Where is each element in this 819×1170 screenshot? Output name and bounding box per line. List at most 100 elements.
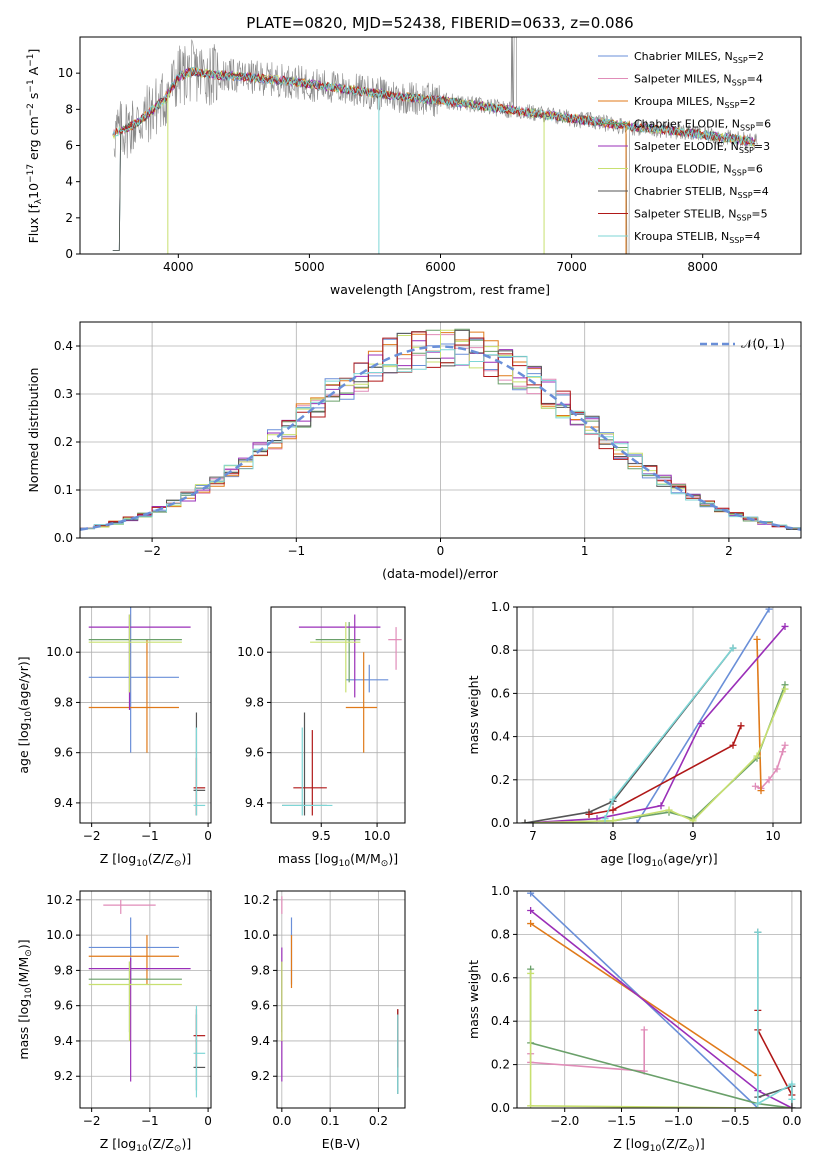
y-tick-label: 0.4 — [54, 339, 73, 353]
y-tick-label: 9.4 — [245, 796, 264, 810]
y-tick-label: 10.0 — [243, 928, 270, 942]
axes-frame — [270, 606, 406, 824]
axes-frame — [79, 890, 212, 1109]
x-tick-label: 9 — [689, 829, 697, 843]
y-tick-label: 9.8 — [251, 963, 270, 977]
weight-line — [588, 725, 742, 816]
label-text: age [log — [600, 851, 651, 866]
spectrum-plot — [112, 37, 758, 254]
y-axis-label: mass weight — [466, 675, 481, 754]
age-vs-mass-panel: 9.5 10.0 9.4 9.6 9.8 10.0 mass [log10(M/M⊙)] — [237, 606, 406, 869]
weight-line — [757, 932, 793, 1106]
weight-marker — [753, 635, 761, 643]
panel-data — [527, 891, 796, 1108]
x-tick-label: 2 — [725, 544, 733, 558]
legend-subscript: SSP — [740, 124, 755, 133]
weight-marker — [609, 806, 617, 814]
x-tick-label: −1 — [141, 829, 159, 843]
panel-data — [281, 896, 399, 1094]
label-subscript: 10 — [136, 1144, 148, 1154]
weight-marker — [665, 806, 673, 814]
x-tick-label: −1 — [141, 1114, 159, 1128]
x-tick-label: −1.0 — [664, 1114, 693, 1128]
weight-marker — [640, 1026, 648, 1034]
x-tick-label: 0 — [204, 829, 212, 843]
y-tick-label: 0.8 — [491, 643, 510, 657]
legend-entry: Chabrier STELIB, NSSP=4 — [634, 185, 769, 200]
weight-marker — [697, 720, 705, 728]
weight-marker — [689, 817, 697, 823]
weight-marker — [527, 907, 535, 915]
x-tick-label: 0 — [437, 544, 445, 558]
label-text: mass [log — [278, 851, 339, 866]
x-axis-label: mass [log10(M/M⊙)] — [278, 851, 398, 869]
label-text: )] — [16, 939, 31, 949]
x-tick-label: 10.0 — [364, 829, 391, 843]
legend-entry: Chabrier MILES, NSSP=2 — [634, 50, 764, 65]
y-tick-label: 10.2 — [46, 893, 73, 907]
label-subscript: 10 — [650, 1144, 662, 1154]
legend-text: =2 — [739, 95, 755, 108]
y-tick-label: 0.4 — [491, 730, 510, 744]
y-tick-label: 1.0 — [491, 884, 510, 898]
weight-vs-metallicity-panel: −2.0 −1.5 −1.0 −0.5 0.0 0.0 0.2 0.4 0.6 0.8 1.0 Z [… — [466, 884, 802, 1154]
legend-text: Kroupa ELODIE, N — [634, 163, 732, 176]
weight-marker — [729, 741, 737, 749]
spectrum-ticks: 4000 5000 6000 7000 8000 0 2 4 6 8 10 — [58, 66, 718, 274]
y-tick-label: 0.4 — [491, 1014, 510, 1028]
x-tick-label: 0.0 — [272, 1114, 291, 1128]
weight-marker — [788, 1104, 796, 1108]
y-tick-label: 1.0 — [491, 600, 510, 614]
weight-line — [757, 1010, 793, 1096]
y-tick-label: 9.6 — [245, 746, 264, 760]
x-axis-label: age [log10(age/yr)] — [600, 851, 717, 869]
residuals-ylabel: Normed distribution — [26, 368, 41, 493]
panel-data — [88, 899, 206, 1098]
y-tick-label: 0.3 — [54, 387, 73, 401]
weight-line — [524, 688, 786, 823]
x-tick-label: 6000 — [425, 260, 456, 274]
axes-frame — [276, 890, 406, 1109]
weight-marker — [765, 607, 773, 613]
legend-text: Kroupa STELIB, N — [634, 230, 729, 243]
label-text: )] — [181, 1136, 191, 1151]
weight-marker — [765, 776, 773, 784]
label-subscript: 10 — [652, 859, 664, 869]
x-tick-label: 10 — [765, 829, 780, 843]
label-text: )] — [388, 851, 398, 866]
legend-subscript: SSP — [732, 169, 747, 178]
weight-line — [757, 932, 793, 1108]
weight-marker — [527, 969, 535, 977]
legend-entry: Kroupa MILES, NSSP=2 — [634, 95, 756, 110]
label-subscript: ⊙ — [174, 859, 182, 869]
x-tick-label: 1 — [581, 544, 589, 558]
x-tick-label: −2 — [143, 544, 161, 558]
y-tick-label: 9.2 — [54, 1069, 73, 1083]
legend-entry: Kroupa STELIB, NSSP=4 — [634, 230, 760, 245]
legend-text: =4 — [753, 185, 769, 198]
y-tick-label: 6 — [65, 139, 73, 153]
legend-text: Kroupa MILES, N — [634, 95, 724, 108]
axes-frame — [516, 606, 802, 824]
weight-line — [524, 684, 786, 823]
y-tick-label: 9.6 — [54, 746, 73, 760]
label-subscript: 10 — [24, 711, 34, 723]
y-tick-label: 2 — [65, 211, 73, 225]
weight-marker — [781, 622, 789, 630]
weight-marker — [521, 819, 529, 823]
legend-text: =6 — [747, 163, 763, 176]
x-tick-label: −2.0 — [550, 1114, 579, 1128]
weight-marker — [754, 1100, 762, 1108]
weight-marker — [729, 644, 737, 652]
weight-marker — [779, 748, 787, 756]
age-vs-metallicity-panel: −2 −1 09.49.69.810.0Z [log10(Z/Z⊙)]age [lo… — [16, 606, 212, 869]
label-text: (Z/Z — [148, 1136, 174, 1151]
y-tick-label: 10.0 — [46, 645, 73, 659]
legend-subscript: SSP — [729, 236, 744, 245]
y-tick-label: 9.8 — [54, 695, 73, 709]
panel-data — [282, 614, 402, 816]
axes-frame — [79, 606, 212, 824]
normal-distribution-curve — [80, 345, 801, 531]
